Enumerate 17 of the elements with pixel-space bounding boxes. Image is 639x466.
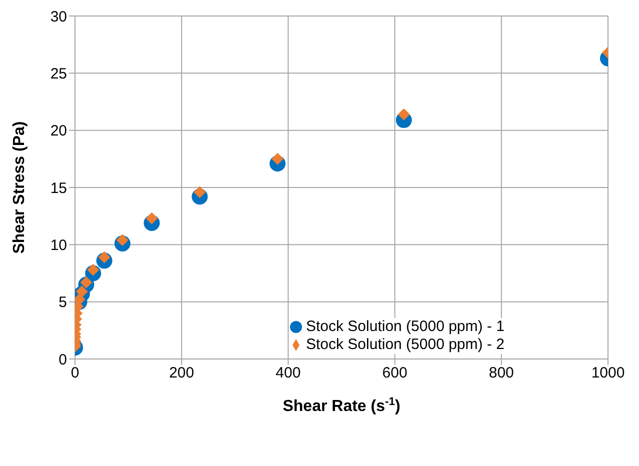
x-tick-label: 400 (276, 364, 301, 382)
y-tick-label: 10 (50, 236, 67, 254)
x-tick-label: 200 (169, 364, 194, 382)
y-tick-label: 0 (58, 351, 67, 368)
x-axis-title: Shear Rate (s$^{-1}$) (282, 396, 400, 415)
x-tick-label: 600 (382, 364, 408, 382)
y-tick-label: 5 (58, 294, 67, 312)
y-tick-label: 25 (50, 65, 67, 82)
legend-label: Stock Solution (5000 ppm) - 2 (306, 336, 504, 353)
x-tick-label: 1000 (591, 364, 625, 382)
legend-label: Stock Solution (5000 ppm) - 1 (306, 318, 504, 335)
x-tick-label: 800 (488, 364, 514, 382)
x-tick-label: 0 (70, 364, 80, 382)
y-axis-title: Shear Stress (Pa) (11, 121, 28, 254)
y-tick-label: 20 (50, 122, 67, 140)
y-tick-label: 30 (50, 8, 67, 26)
y-tick-label: 15 (50, 180, 67, 197)
